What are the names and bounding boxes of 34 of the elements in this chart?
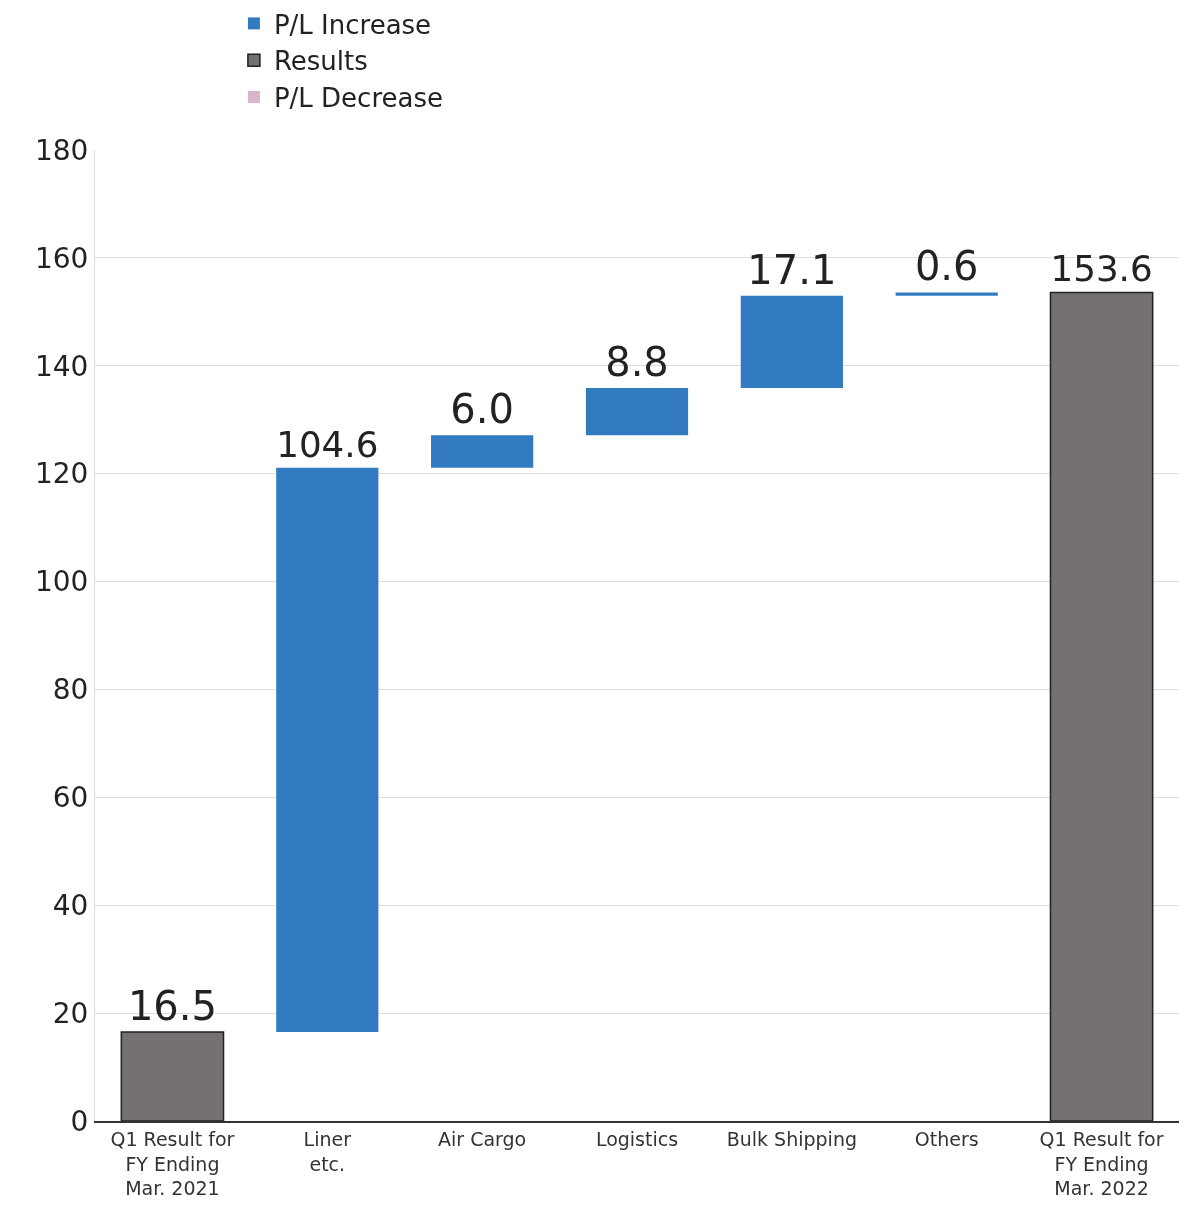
bar [431,435,534,468]
legend-label: P/L Decrease [273,83,443,114]
data-label: 153.6 [1050,248,1153,290]
bar [585,387,689,436]
bar [740,295,843,388]
x-tick-label: Liner etc. [303,1127,352,1175]
data-label: 6.0 [450,386,514,433]
legend-label: P/L Increase [273,9,432,40]
data-label: 0.6 [914,243,979,290]
x-tick-label: Logistics [595,1127,679,1150]
legend-label: Results [273,46,368,77]
y-tick-label: 80 [52,673,89,707]
bar [276,467,379,1032]
data-label: 16.5 [127,982,217,1029]
y-tick-label: 120 [34,457,89,491]
y-tick-label: 160 [34,241,89,275]
y-tick-label: 100 [34,565,89,599]
y-tick-label: 40 [52,889,89,923]
y-tick-label: 0 [70,1104,89,1138]
y-tick-label: 180 [34,133,89,167]
bar [1049,291,1154,1121]
x-tick-label: Q1 Result for FY Ending Mar. 2022 [1039,1127,1164,1200]
bar [895,292,998,296]
x-tick-label: Others [914,1127,979,1150]
x-tick-label: Q1 Result for FY Ending Mar. 2021 [110,1127,235,1200]
data-label: 8.8 [605,338,669,385]
y-tick-label: 140 [34,349,89,383]
x-tick-label: Air Cargo [438,1127,527,1150]
data-label: 104.6 [276,423,379,465]
bar [120,1031,225,1121]
y-tick-label: 60 [52,781,89,815]
x-tick-label: Bulk Shipping [726,1127,858,1150]
data-label: 17.1 [747,246,837,293]
y-tick-label: 20 [52,996,89,1030]
